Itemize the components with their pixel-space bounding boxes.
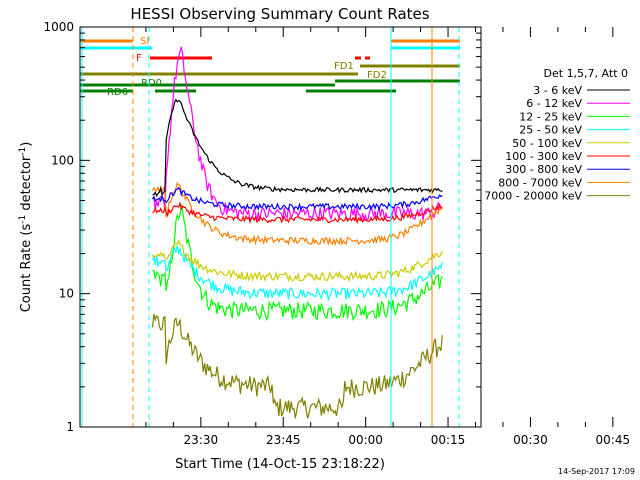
x-tick-label: 00:15	[431, 433, 466, 447]
y-tick-label: 1	[66, 420, 74, 434]
flag-label: RD0	[141, 78, 162, 89]
y-tick-label: 10	[59, 287, 74, 301]
series-line-25-50-kev	[151, 245, 443, 302]
vlines-layer	[81, 27, 460, 427]
x-tick-label: 00:45	[596, 433, 631, 447]
timestamp: 14-Sep-2017 17:09	[558, 467, 635, 476]
series-line-100-300-kev	[152, 201, 443, 225]
y-tick-label: 100	[51, 153, 74, 167]
series-line-50-100-kev	[151, 239, 443, 283]
chart-title: HESSI Observing Summary Count Rates	[130, 5, 429, 23]
flag-label: FD1	[334, 61, 354, 72]
legend-label: 7000 - 20000 keV	[484, 190, 582, 203]
legend-label: 50 - 100 keV	[512, 137, 582, 150]
plot-frame	[79, 26, 482, 428]
flag-label: FD2	[367, 70, 387, 81]
y-tick-label: 1000	[43, 20, 74, 34]
legend-label: 6 - 12 keV	[526, 97, 582, 110]
x-tick-label: 23:45	[266, 433, 301, 447]
series-line-12-25-kev	[152, 203, 443, 322]
flag-label: SI	[140, 36, 149, 47]
legend-label: 300 - 800 keV	[505, 163, 582, 176]
legend-label: 100 - 300 keV	[505, 150, 582, 163]
series-layer	[151, 46, 443, 419]
series-line-7000-20000-kev	[151, 313, 443, 419]
legend-label: 25 - 50 keV	[519, 124, 582, 137]
series-line-3-6-kev	[152, 98, 443, 198]
legend-label: 800 - 7000 keV	[498, 176, 582, 189]
y-axis-label: Count Rate (s-1 detector-1)	[18, 142, 34, 313]
x-tick-label: 00:30	[513, 433, 548, 447]
series-line-300-800-kev	[151, 186, 443, 212]
legend-label: 12 - 25 keV	[519, 110, 582, 123]
x-tick-label: 23:30	[184, 433, 219, 447]
x-tick-label: 00:00	[348, 433, 383, 447]
series-line-800-7000-kev	[151, 181, 443, 247]
axes-layer: 1 10 100 1000 23:30 23:45 00:00 00:15 00:30 00:45	[43, 20, 630, 447]
series-line-6-12-kev	[152, 46, 443, 223]
flags-layer: SI F FD1 FD2 RD0 RD6	[80, 36, 460, 98]
flag-label: RD6	[107, 87, 128, 98]
legend-header: Det 1,5,7, Att 0	[544, 67, 628, 80]
legend-label: 3 - 6 keV	[533, 84, 582, 97]
x-axis-label: Start Time (14-Oct-15 23:18:22)	[175, 457, 385, 472]
flag-label: F	[136, 53, 142, 64]
